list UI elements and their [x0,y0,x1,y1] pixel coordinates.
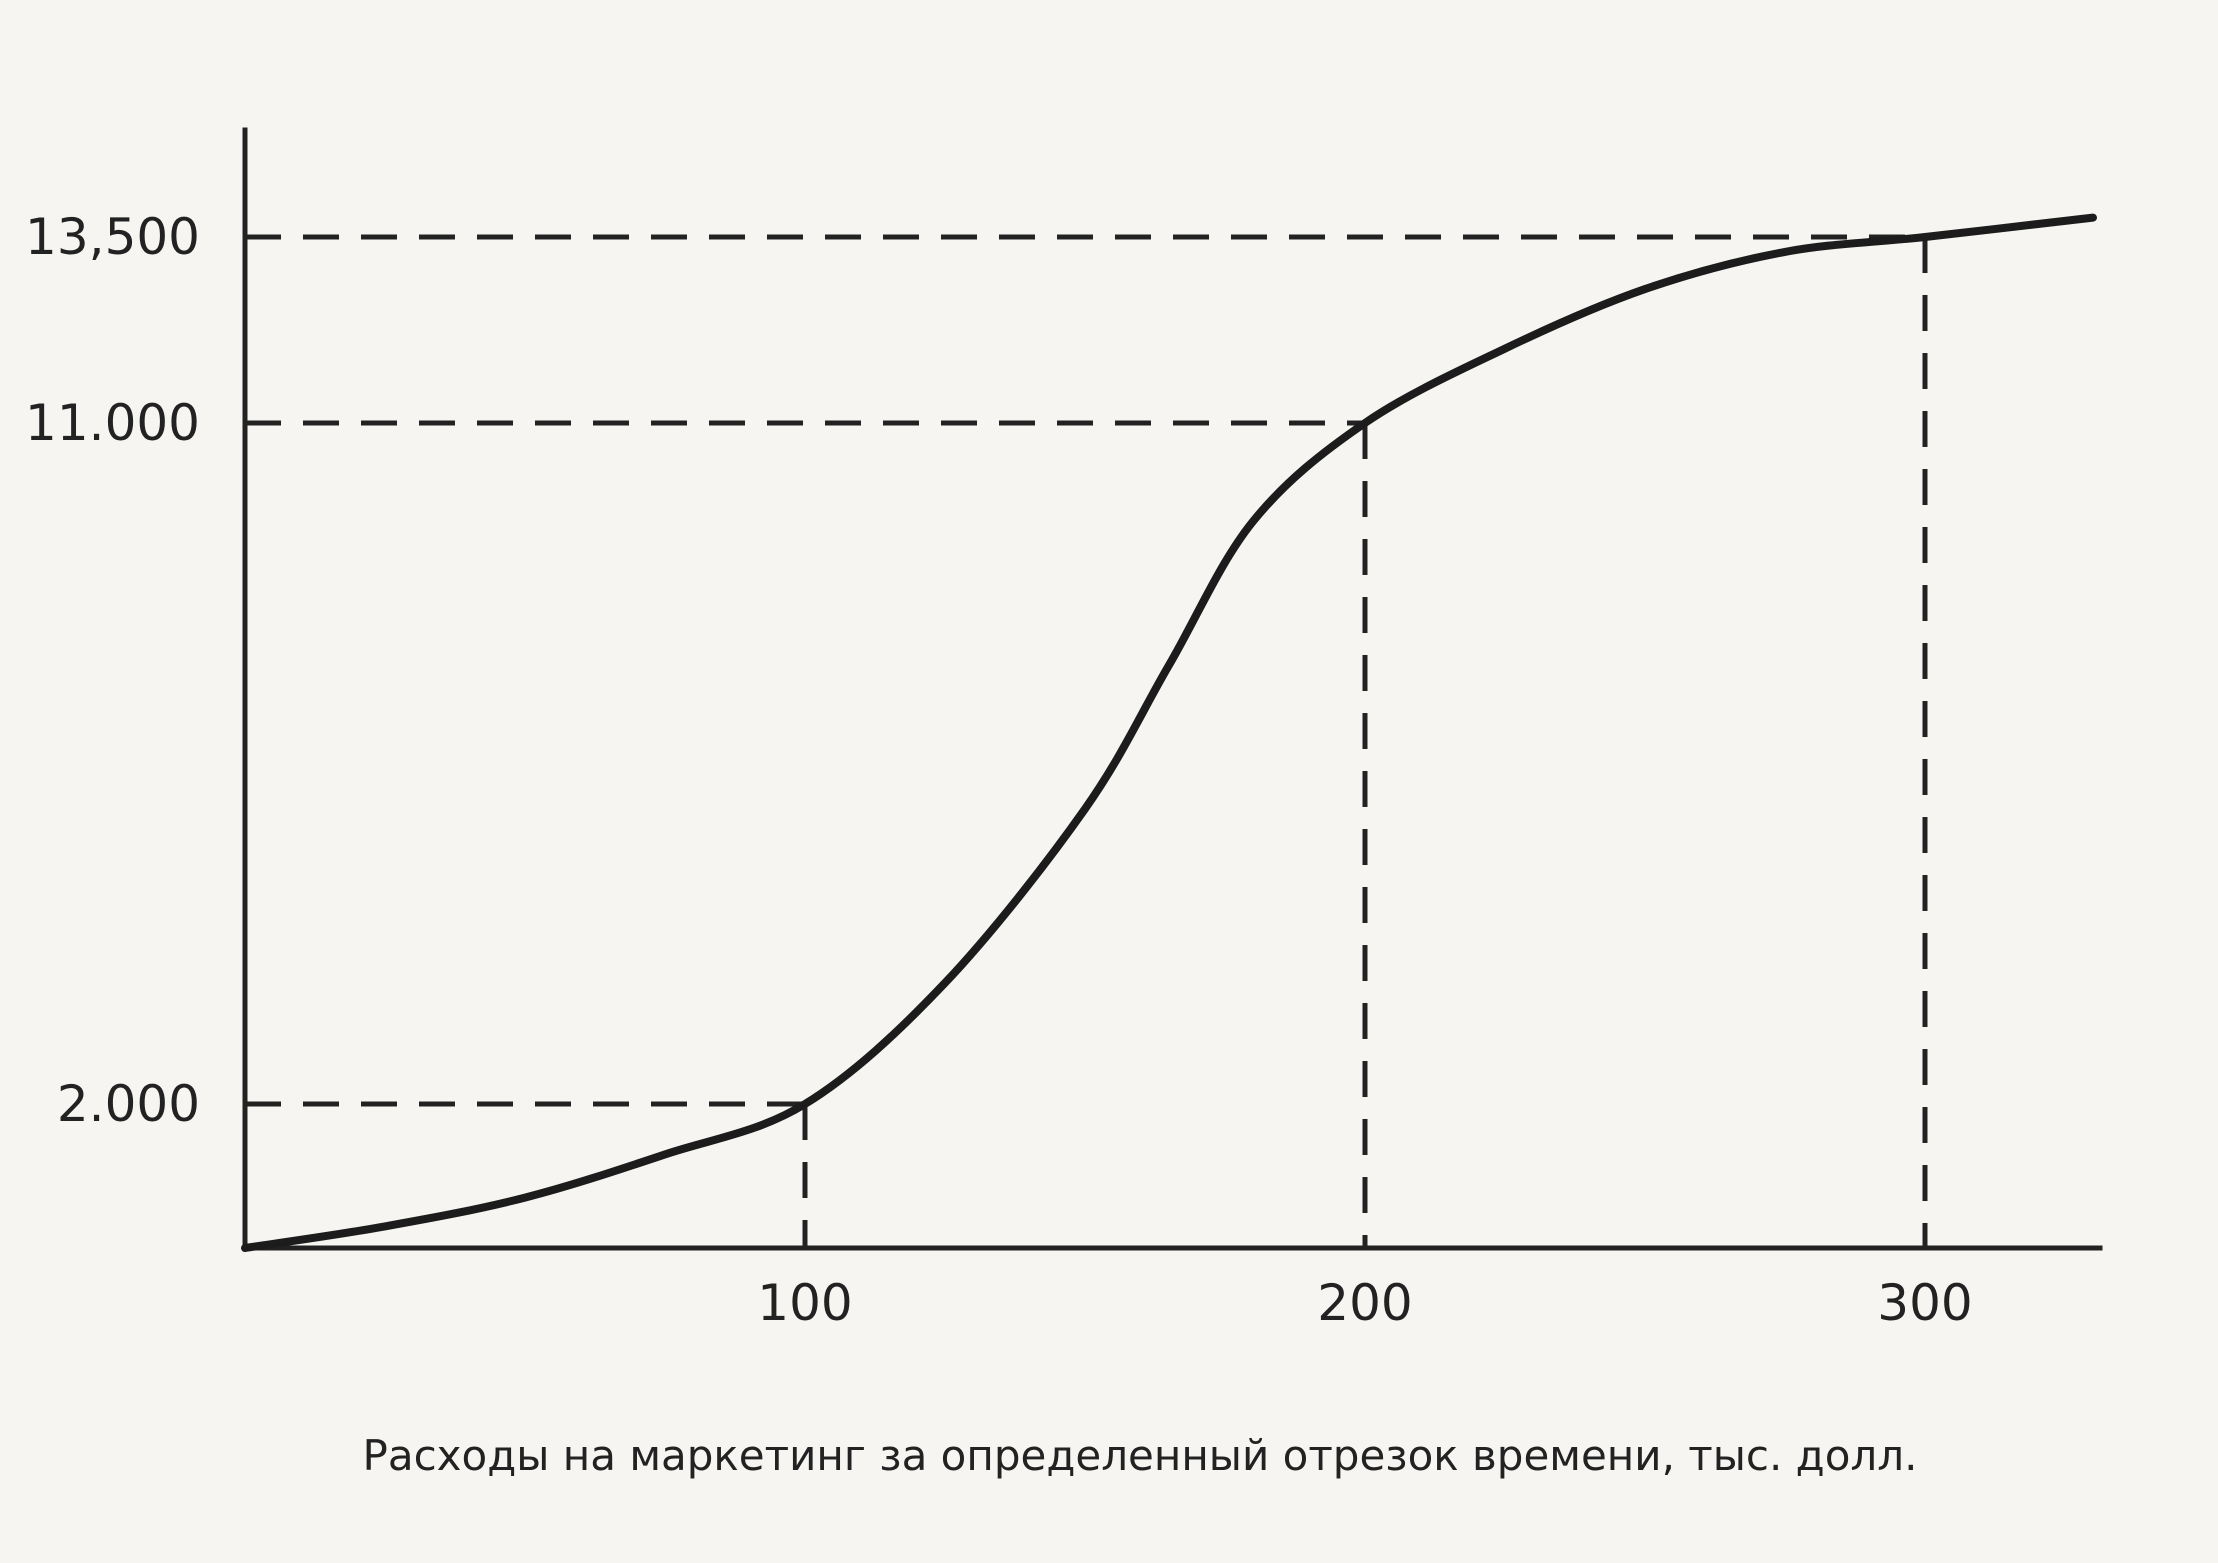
x-tick-label: 100 [757,1274,852,1332]
y-tick-label: 2.000 [57,1075,200,1133]
x-tick-label: 200 [1317,1274,1412,1332]
series-layer [241,213,2097,1252]
s-curve-series-line [241,213,2097,1252]
x-axis-title: Расходы на маркетинг за определенный отр… [363,1431,1918,1480]
guide-lines-layer [245,234,1928,1248]
y-tick-label: 13,500 [25,208,200,266]
y-tick-label: 11.000 [25,394,200,452]
x-tick-label: 300 [1877,1274,1972,1332]
axes-layer [242,127,2103,1251]
tick-labels-layer: 100 200 300 2.000 11.000 13,500 [25,208,1973,1332]
